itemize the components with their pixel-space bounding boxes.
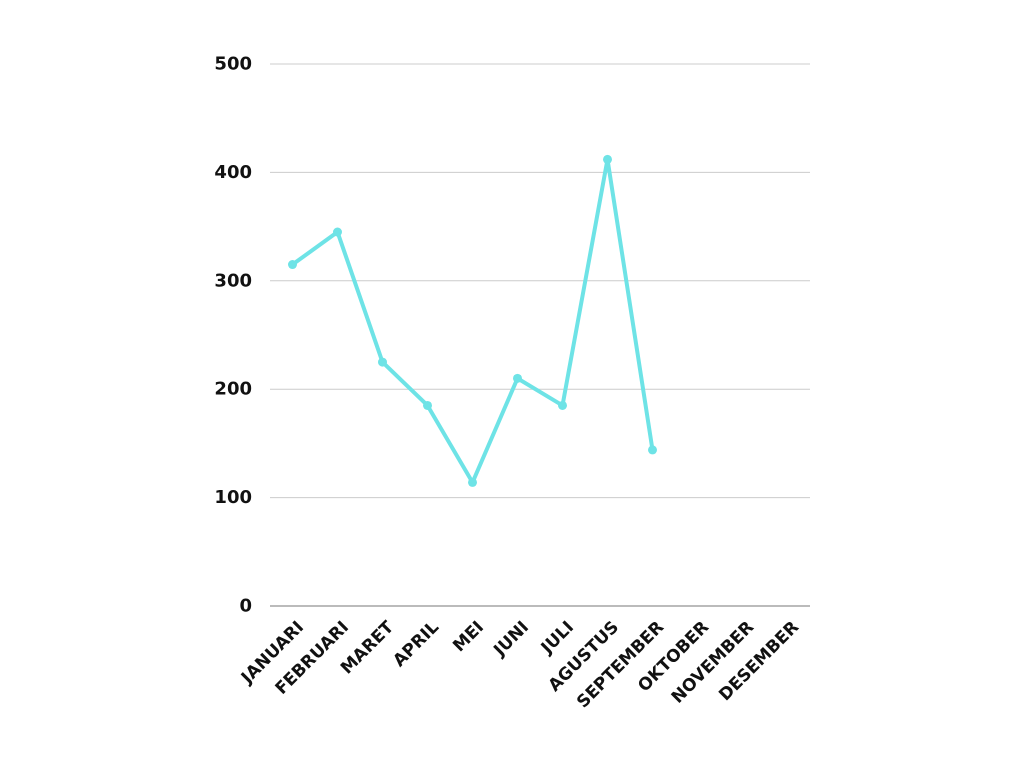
data-point-juli [558, 400, 567, 410]
grid-lines [270, 63, 810, 607]
data-point-juni [513, 373, 522, 383]
data-point-mei [468, 477, 477, 487]
x-tick-label: DESEMBER [715, 617, 803, 705]
series-line [290, 157, 655, 485]
data-point-agustus [603, 154, 612, 164]
x-tick-label: JUNI [489, 617, 533, 661]
y-tick-label: 400 [214, 162, 252, 183]
data-point-januari [288, 260, 297, 270]
y-tick-label: 0 [239, 596, 252, 617]
y-axis-tick-labels: 0 100 200 300 400 500 [214, 54, 252, 617]
x-tick-label: APRIL [389, 617, 443, 671]
series-layer [290, 157, 655, 485]
y-tick-label: 200 [214, 379, 252, 400]
x-tick-label: MEI [449, 617, 488, 656]
data-point-maret [378, 357, 387, 367]
x-tick-label: JULI [537, 617, 578, 658]
y-tick-label: 300 [214, 270, 252, 291]
data-point-april [423, 400, 432, 410]
y-tick-label: 100 [214, 487, 252, 508]
point-layer [288, 154, 657, 487]
y-tick-label: 500 [214, 54, 252, 75]
data-point-september [648, 445, 657, 455]
data-point-februari [333, 227, 342, 237]
